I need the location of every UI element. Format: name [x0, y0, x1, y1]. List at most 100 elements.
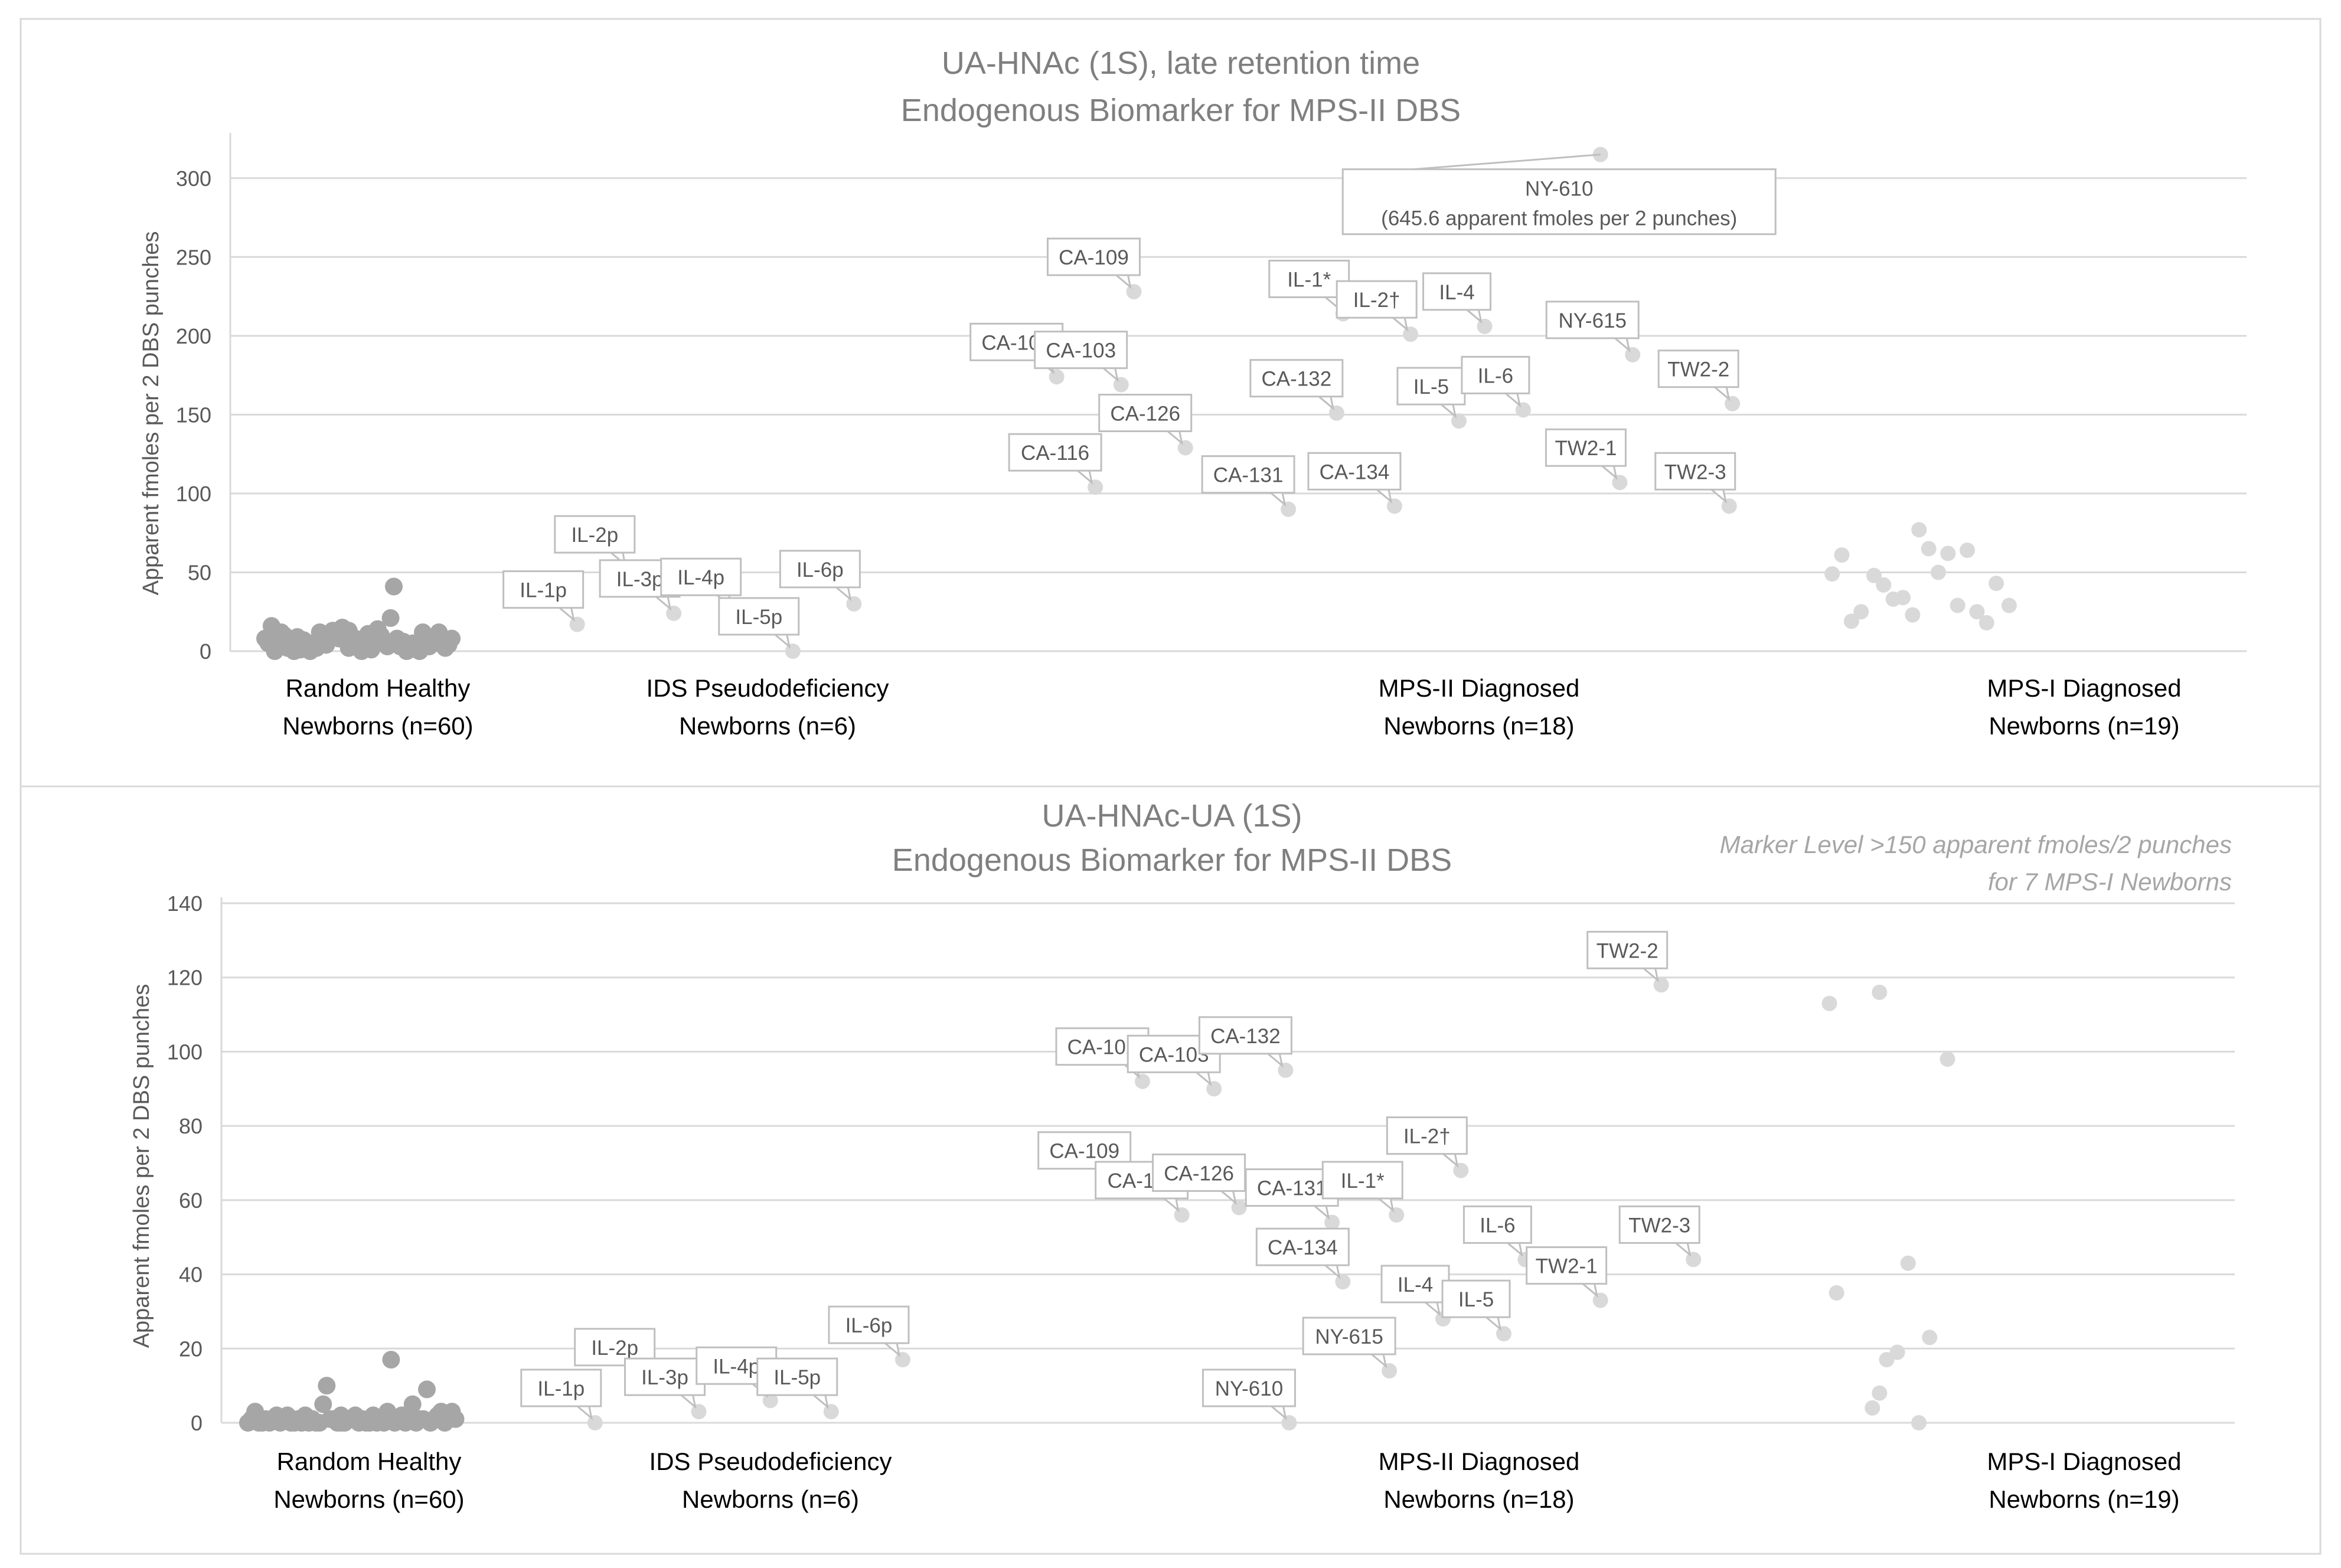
chart2-data-label: NY-610: [1215, 1377, 1283, 1400]
chart1-callout-box: [1336, 280, 1418, 319]
chart2-callout-box: [1321, 1161, 1403, 1200]
chart1-data-label: IL-4p: [677, 566, 724, 589]
chart1-data-point: [1940, 545, 1956, 561]
chart2-data-label: TW2-2: [1596, 939, 1658, 962]
chart1-category-label: Newborns (n=19): [1989, 712, 2179, 740]
chart1-callout-box: [554, 515, 636, 554]
chart2-callout-pointer: [1507, 1242, 1523, 1257]
chart2-data-point: [278, 1406, 296, 1425]
chart2-data-point: [1872, 984, 1888, 1000]
chart2-data-label: IL-6: [1480, 1214, 1515, 1237]
chart2-data-point: [314, 1395, 332, 1413]
chart1-callout-box: [779, 550, 861, 589]
chart1-data-point: [1950, 597, 1965, 613]
chart2-y-tick-label: 120: [167, 966, 203, 990]
chart1-data-label: IL-6p: [796, 558, 844, 582]
chart2-callout-box: [828, 1305, 910, 1344]
chart2-callout-pointer: [1163, 1197, 1180, 1213]
chart2-callout-box: [1380, 1265, 1450, 1304]
chart2-callout-box: [1198, 1016, 1292, 1055]
chart1-data-label: IL-4: [1439, 281, 1474, 304]
chart2-data-label: CA-103: [1139, 1043, 1209, 1066]
chart1-callout-box: [1307, 452, 1402, 491]
chart2-category-label: Newborns (n=19): [1989, 1485, 2179, 1513]
chart1-data-point: [1931, 564, 1946, 580]
chart1-callout-pointer: [1601, 465, 1618, 481]
chart2-callout-pointer: [1643, 968, 1660, 983]
chart1-category-label: Newborns (n=6): [679, 712, 856, 740]
chart1-callout-box: [1034, 331, 1128, 370]
chart2-callout-pointer: [1371, 1353, 1387, 1368]
chart2-callout-box: [1462, 1205, 1532, 1244]
chart1-callout-box: [1422, 272, 1492, 311]
chart2-data-point: [292, 1414, 311, 1432]
chart2-data-label: TW2-3: [1628, 1214, 1690, 1237]
chart1-callout-box: [1098, 393, 1193, 432]
chart2-data-label: IL-1*: [1341, 1170, 1385, 1193]
chart1-callout-pointer: [835, 586, 852, 602]
chart1-callout-pointer: [1392, 317, 1409, 332]
chart2-data-point: [429, 1406, 447, 1425]
chart1-y-tick-label: 250: [176, 245, 211, 269]
chart1-data-label: CA-116: [1021, 442, 1089, 465]
chart2-y-tick-label: 20: [179, 1337, 203, 1361]
chart1-callout-box: [502, 570, 585, 609]
chart1-callout-pointer: [1710, 489, 1728, 504]
chart2-data-point: [332, 1414, 350, 1432]
chart2-callout-pointer: [680, 1394, 697, 1410]
chart2-data-point: [1911, 1415, 1927, 1430]
chart2-data-label: IL-5p: [773, 1366, 821, 1389]
chart2-category-label: Newborns (n=6): [682, 1485, 859, 1513]
chart1-data-point: [1911, 522, 1927, 538]
chart2-data-point: [357, 1414, 375, 1432]
chart2-title: UA-HNAc-UA (1S): [1041, 798, 1302, 834]
chart2-callout-pointer: [1485, 1316, 1502, 1332]
chart2-callout-box: [1586, 930, 1669, 969]
chart2-callout-pointer: [1425, 1301, 1441, 1317]
chart2-data-point: [1940, 1051, 1955, 1067]
chart1-data-point: [304, 634, 322, 652]
chart2-callout-pointer: [1267, 1053, 1284, 1068]
bottom-panel-frame: [19, 785, 2322, 1555]
chart1-data-point: [1960, 543, 1976, 558]
chart2-data-point: [1829, 1285, 1844, 1301]
chart1-category-label: MPS-II Diagnosed: [1379, 674, 1580, 702]
chart1-category-label: IDS Pseudodeficiency: [647, 674, 889, 702]
chart1-callout-box: [1461, 355, 1530, 394]
chart1-callout-pointer: [1077, 470, 1093, 485]
chart1-callout-pointer: [1318, 396, 1335, 411]
chart2-callout-pointer: [576, 1405, 593, 1420]
chart1-data-point: [1895, 590, 1911, 606]
chart2-data-label: CA-126: [1164, 1162, 1234, 1185]
chart2-callout-box: [1386, 1116, 1468, 1155]
chart1-callout-box: [1201, 455, 1295, 494]
chart2-y-axis-label: Apparent fmoles per 2 DBS punches: [129, 984, 154, 1348]
chart1-data-point: [259, 634, 277, 652]
chart1-callout-box: [1341, 168, 1777, 236]
chart1-callout-pointer: [1115, 274, 1132, 289]
chart2-data-label: IL-4p: [713, 1355, 760, 1378]
chart2-data-label: IL-1p: [537, 1377, 585, 1400]
chart2-callout-box: [1255, 1227, 1350, 1266]
chart2-data-point: [1821, 995, 1837, 1011]
chart1-callout-pointer: [1167, 430, 1184, 446]
chart1-callout-pointer: [655, 596, 672, 611]
chart1-data-point: [394, 632, 413, 651]
chart2-data-label: TW2-1: [1536, 1255, 1598, 1278]
chart1-callout-box: [1047, 237, 1141, 276]
chart2-data-label: IL-5: [1458, 1288, 1494, 1311]
chart1-data-point: [1876, 577, 1892, 593]
chart2-data-point: [1872, 1385, 1888, 1401]
chart2-data-point: [1879, 1352, 1895, 1368]
chart1-callout-box: [1249, 359, 1344, 398]
chart1-data-label: IL-1p: [520, 579, 567, 602]
chart1-data-label: IL-2†: [1353, 289, 1400, 312]
chart1-callout-pointer: [1714, 386, 1731, 401]
chart2-callout-pointer: [1442, 1153, 1459, 1168]
chart2-callout-box: [1618, 1205, 1700, 1244]
chart1-title: UA-HNAc (1S), late retention time: [942, 45, 1420, 81]
chart1-category-label: MPS-I Diagnosed: [1987, 674, 2181, 702]
chart1-callout-box: [1654, 452, 1736, 491]
chart2-data-label: CA-134: [1268, 1236, 1338, 1259]
chart1-subtitle: Endogenous Biomarker for MPS-II DBS: [901, 93, 1461, 128]
